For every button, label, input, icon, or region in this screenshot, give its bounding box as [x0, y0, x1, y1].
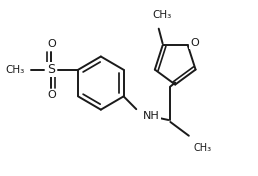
- Text: NH: NH: [143, 111, 160, 121]
- Text: O: O: [47, 90, 56, 100]
- Text: S: S: [47, 63, 55, 76]
- Text: CH₃: CH₃: [5, 65, 25, 75]
- Text: CH₃: CH₃: [152, 10, 171, 20]
- Text: O: O: [47, 39, 56, 49]
- Text: O: O: [190, 38, 199, 48]
- Text: CH₃: CH₃: [194, 143, 212, 153]
